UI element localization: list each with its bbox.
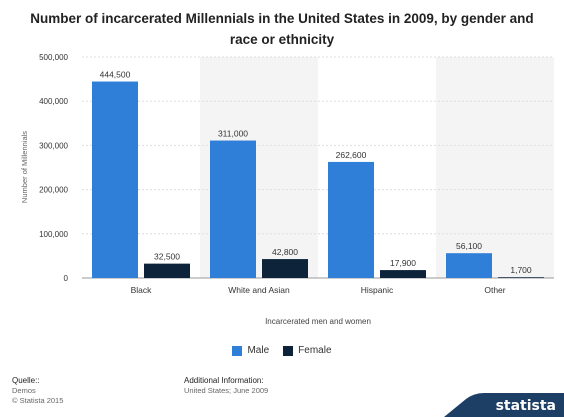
y-tick-label: 100,000 — [39, 230, 68, 239]
bar-value-label: 1,700 — [510, 265, 532, 275]
bar-male[interactable] — [328, 161, 374, 278]
copyright-text: © Statista 2015 — [12, 396, 64, 405]
y-tick-label: 0 — [64, 274, 69, 283]
y-axis-label: Number of Millennials — [20, 131, 29, 203]
legend-label-female: Female — [298, 345, 332, 356]
bar-male[interactable] — [92, 81, 138, 278]
bar-male[interactable] — [446, 253, 492, 278]
legend-label-male: Male — [247, 345, 270, 356]
bar-male[interactable] — [210, 140, 256, 278]
legend-swatch-male — [232, 345, 243, 356]
bar-value-label: 56,100 — [456, 241, 482, 251]
source-name: Demos — [12, 386, 36, 395]
bar-value-label: 17,900 — [390, 258, 416, 268]
bar-female[interactable] — [380, 270, 426, 278]
bar-value-label: 262,600 — [336, 150, 367, 160]
bar-value-label: 444,500 — [100, 70, 131, 80]
bar-value-label: 311,000 — [218, 129, 248, 139]
additional-info-label: Additional Information: — [184, 376, 264, 385]
bar-value-label: 32,500 — [154, 252, 180, 262]
statista-logo[interactable]: statista — [444, 393, 564, 417]
y-tick-label: 400,000 — [39, 97, 68, 106]
y-tick-label: 200,000 — [39, 186, 68, 195]
legend-item-female[interactable]: Female — [283, 345, 332, 356]
bar-value-label: 42,800 — [272, 247, 298, 257]
bar-female[interactable] — [498, 277, 544, 278]
x-tick-label: White and Asian — [228, 285, 290, 295]
chart-title: Number of incarcerated Millennials in th… — [30, 11, 534, 47]
bar-chart: 0 100,000 200,000 300,000 400,000 500,000 444… — [20, 53, 554, 326]
x-tick-label: Hispanic — [361, 285, 394, 295]
bar-female[interactable] — [262, 259, 308, 278]
category-band — [436, 57, 554, 278]
x-tick-label: Other — [484, 285, 505, 295]
y-tick-label: 500,000 — [39, 53, 68, 62]
statista-wordmark: statista — [495, 398, 556, 414]
y-tick-label: 300,000 — [39, 141, 68, 150]
additional-info-text: United States; June 2009 — [184, 386, 269, 395]
x-tick-label: Black — [131, 285, 153, 295]
chart-legend: Male Female — [0, 345, 564, 356]
legend-swatch-female — [283, 345, 294, 356]
source-label: Quelle:: — [12, 376, 40, 385]
bar-female[interactable] — [144, 263, 190, 278]
legend-item-male[interactable]: Male — [232, 345, 269, 356]
x-axis-label: Incarcerated men and women — [265, 317, 371, 326]
